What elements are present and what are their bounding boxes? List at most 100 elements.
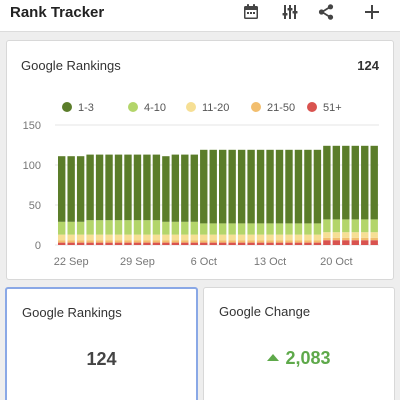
- bar-segment: [209, 149, 217, 224]
- bar-segment: [114, 242, 123, 245]
- bar-segment: [219, 242, 227, 245]
- bar-segment: [361, 219, 369, 233]
- bar-segment: [58, 242, 66, 245]
- bar-segment: [313, 242, 322, 245]
- bar-segment: [95, 242, 104, 245]
- bar-segment: [228, 149, 236, 224]
- plus-icon[interactable]: [362, 2, 382, 22]
- legend-swatch: [251, 102, 261, 112]
- bar-segment: [323, 219, 331, 233]
- bar-segment: [266, 240, 274, 243]
- bar-segment: [219, 149, 227, 224]
- chart-card-title: Google Rankings: [21, 58, 121, 73]
- bar-segment: [124, 154, 132, 221]
- bar-segment: [266, 234, 274, 241]
- bar-segment: [86, 234, 94, 241]
- bar-segment: [114, 220, 123, 235]
- bar-segment: [105, 242, 113, 245]
- legend-label: 11-20: [202, 102, 229, 114]
- bar-segment: [361, 237, 369, 241]
- bar-segment: [162, 242, 170, 245]
- calendar-icon[interactable]: [241, 2, 261, 22]
- bar-segment: [181, 234, 189, 241]
- x-tick-label: 22 Sep: [54, 256, 89, 268]
- x-tick-label: 20 Oct: [320, 256, 352, 268]
- bar-segment: [162, 221, 170, 235]
- bar-segment: [266, 242, 274, 245]
- bar-segment: [370, 237, 378, 241]
- bar-segment: [124, 240, 132, 243]
- bar-segment: [332, 145, 341, 220]
- bar-segment: [275, 240, 284, 243]
- bar-segment: [171, 234, 180, 241]
- bar-segment: [237, 223, 246, 235]
- bar-segment: [332, 232, 341, 238]
- bar-segment: [275, 242, 284, 245]
- bar-segment: [133, 220, 142, 235]
- share-icon[interactable]: [316, 2, 336, 22]
- bar-segment: [76, 242, 85, 245]
- bar-segment: [152, 234, 161, 241]
- legend-swatch: [128, 102, 138, 112]
- bar-segment: [143, 242, 151, 245]
- bar-segment: [200, 234, 208, 241]
- legend-label: 21-50: [267, 102, 295, 114]
- bar-segment: [162, 240, 170, 243]
- bar-segment: [247, 149, 255, 224]
- bar-segment: [67, 234, 75, 241]
- legend-label: 4-10: [144, 102, 166, 114]
- legend-swatch: [307, 102, 317, 112]
- bar-segment: [190, 221, 198, 235]
- bar-segment: [323, 240, 331, 245]
- bar-segment: [76, 156, 85, 222]
- bar-segment: [342, 232, 350, 238]
- bar-segment: [67, 156, 75, 222]
- bar-segment: [228, 242, 236, 245]
- google-rankings-stat-card[interactable]: Google Rankings 124: [5, 287, 198, 400]
- bar-segment: [105, 154, 113, 221]
- bar-segment: [285, 223, 293, 235]
- bar-segment: [323, 232, 331, 238]
- bar-segment: [294, 242, 303, 245]
- bar-segment: [152, 154, 161, 221]
- bar-segment: [351, 240, 359, 245]
- bar-segment: [143, 240, 151, 243]
- bar-segment: [294, 234, 303, 241]
- bar-segment: [181, 242, 189, 245]
- bar-segment: [304, 223, 312, 235]
- bar-segment: [237, 242, 246, 245]
- bar-segment: [200, 149, 208, 224]
- bar-segment: [76, 234, 85, 241]
- bar-segment: [332, 237, 341, 241]
- bar-segment: [152, 220, 161, 235]
- stat-value-change-wrap: 2,083: [204, 348, 394, 369]
- filter-sliders-icon[interactable]: [280, 2, 300, 22]
- bar-segment: [95, 154, 104, 221]
- bar-segment: [114, 240, 123, 243]
- bar-segment: [323, 145, 331, 220]
- bar-segment: [237, 149, 246, 224]
- google-change-stat-card[interactable]: Google Change 2,083: [203, 287, 395, 400]
- bar-segment: [67, 221, 75, 235]
- bar-segment: [351, 237, 359, 241]
- bar-segment: [351, 219, 359, 233]
- bar-segment: [58, 221, 66, 235]
- bar-segment: [114, 154, 123, 221]
- bar-segment: [200, 223, 208, 235]
- app-title: Rank Tracker: [10, 4, 105, 21]
- bar-segment: [342, 219, 350, 233]
- bar-segment: [105, 240, 113, 243]
- y-tick-label: 150: [23, 120, 41, 132]
- bar-segment: [256, 240, 265, 243]
- stat-title-rankings: Google Rankings: [22, 305, 122, 320]
- bar-segment: [247, 223, 255, 235]
- bar-segment: [370, 232, 378, 238]
- bar-segment: [256, 242, 265, 245]
- bar-segment: [342, 145, 350, 220]
- bar-segment: [76, 240, 85, 243]
- bar-segment: [162, 234, 170, 241]
- bar-segment: [313, 223, 322, 235]
- bar-segment: [171, 242, 180, 245]
- bar-segment: [361, 232, 369, 238]
- bar-segment: [190, 154, 198, 222]
